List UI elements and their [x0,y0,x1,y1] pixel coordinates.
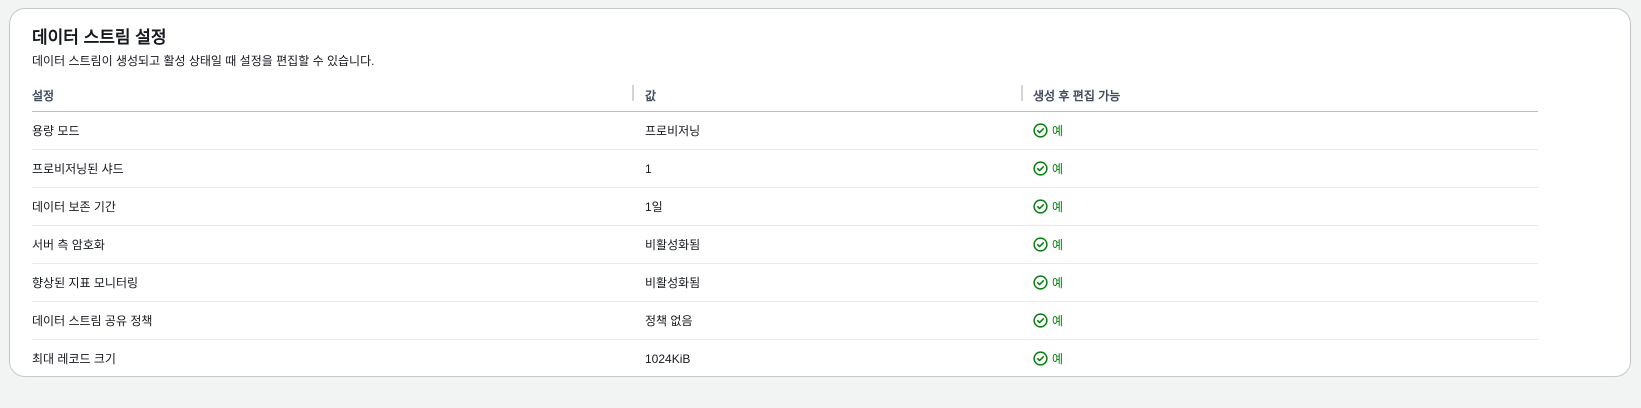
editable-status: 예 [1033,340,1063,377]
editable-label: 예 [1052,200,1064,214]
header-value: 값 [645,89,657,103]
header-editable: 생성 후 편집 가능 [1033,89,1121,103]
data-stream-settings-panel: 데이터 스트림 설정 데이터 스트림이 생성되고 활성 상태일 때 설정을 편집… [9,8,1631,377]
check-circle-icon [1033,199,1048,214]
editable-status: 예 [1033,302,1063,339]
setting-value: 1024KiB [645,351,691,366]
setting-name: 서버 측 암호화 [32,238,105,252]
column-resizer[interactable] [632,85,634,101]
table-row: 데이터 보존 기간 1일 예 [32,188,1538,226]
table-row: 최대 레코드 크기 1024KiB 예 [32,340,1538,377]
setting-value: 1 [645,161,652,176]
editable-label: 예 [1052,238,1064,252]
check-circle-icon [1033,161,1048,176]
table-row: 서버 측 암호화 비활성화됨 예 [32,226,1538,264]
setting-name: 프로비저닝된 샤드 [32,162,124,176]
editable-label: 예 [1052,162,1064,176]
setting-name: 향상된 지표 모니터링 [32,276,139,290]
setting-value: 정책 없음 [645,314,693,328]
setting-name: 용량 모드 [32,124,80,138]
editable-status: 예 [1033,112,1063,149]
panel-subtitle: 데이터 스트림이 생성되고 활성 상태일 때 설정을 편집할 수 있습니다. [32,54,375,68]
editable-status: 예 [1033,264,1063,301]
setting-name: 데이터 보존 기간 [32,200,116,214]
editable-label: 예 [1052,124,1064,138]
column-resizer[interactable] [1021,85,1023,101]
check-circle-icon [1033,237,1048,252]
table-row: 프로비저닝된 샤드 1 예 [32,150,1538,188]
table-row: 데이터 스트림 공유 정책 정책 없음 예 [32,302,1538,340]
table-row: 향상된 지표 모니터링 비활성화됨 예 [32,264,1538,302]
setting-value: 1일 [645,200,663,214]
check-circle-icon [1033,351,1048,366]
editable-label: 예 [1052,276,1064,290]
setting-value: 프로비저닝 [645,124,701,138]
check-circle-icon [1033,275,1048,290]
setting-value: 비활성화됨 [645,276,701,290]
editable-label: 예 [1052,314,1064,328]
editable-status: 예 [1033,188,1063,225]
check-circle-icon [1033,123,1048,138]
header-setting: 설정 [32,89,55,103]
setting-name: 데이터 스트림 공유 정책 [32,314,153,328]
panel-title: 데이터 스트림 설정 [32,28,167,47]
check-circle-icon [1033,313,1048,328]
settings-table: 설정 값 생성 후 편집 가능 용량 모드 프로비저닝 예 프로비저닝된 샤드 1… [32,83,1538,377]
table-row: 용량 모드 프로비저닝 예 [32,112,1538,150]
editable-status: 예 [1033,150,1063,187]
editable-status: 예 [1033,226,1063,263]
setting-value: 비활성화됨 [645,238,701,252]
editable-label: 예 [1052,352,1064,366]
setting-name: 최대 레코드 크기 [32,352,116,366]
table-header: 설정 값 생성 후 편집 가능 [32,83,1538,112]
